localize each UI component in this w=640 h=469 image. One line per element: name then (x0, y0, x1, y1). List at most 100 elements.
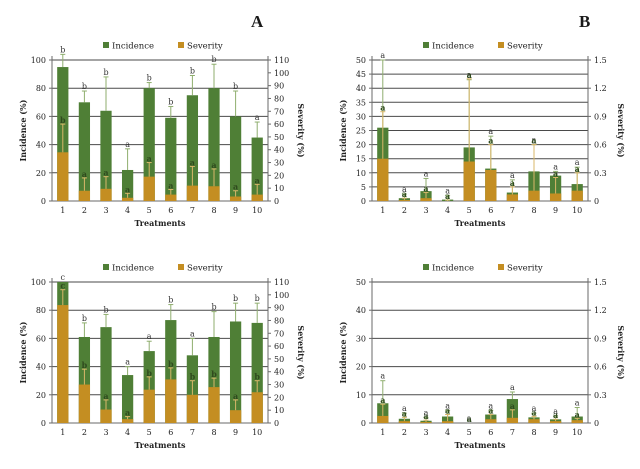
bar-severity (208, 186, 220, 201)
bar-incidence (251, 322, 263, 423)
x-tick-label: 1 (60, 428, 65, 437)
significance-letter-severity: a (190, 157, 195, 167)
y-tick-label-right: 0 (274, 197, 279, 206)
y-tick-label-right: 0.6 (594, 141, 607, 150)
y-tick-label-right: 70 (274, 329, 284, 338)
significance-letter-incidence: a (402, 404, 407, 413)
legend-swatch-incidence (423, 42, 429, 48)
bar-severity (398, 421, 411, 423)
bar-incidence (208, 88, 220, 201)
chart-b-bottom: Incidence Severity 0 10 20 30 40 50 0 0.3 0.6 0.9 1.… (338, 264, 626, 451)
y-axis-title-left: Incidence (%) (18, 99, 28, 161)
bar-group: aa 7 (506, 171, 519, 215)
significance-letter-incidence: a (424, 408, 429, 417)
x-tick-label: 3 (423, 206, 428, 215)
bar-incidence (100, 327, 112, 423)
significance-letter-severity: a (255, 175, 260, 185)
bar-group: b b 6 (165, 296, 177, 437)
bar-incidence (165, 117, 177, 201)
significance-letter-severity: a (488, 406, 493, 416)
y-tick-label-right: 20 (274, 393, 284, 402)
x-tick-label: 10 (252, 206, 262, 215)
y-axis-title-right: Severity (%) (616, 103, 626, 157)
y-tick-label-left: 40 (36, 141, 46, 150)
legend-swatch-severity (498, 264, 504, 270)
significance-letter-incidence: a (575, 158, 580, 167)
bar-severity (100, 409, 112, 423)
x-axis-title: Treatments (134, 218, 186, 228)
significance-letter-incidence: b (168, 98, 173, 107)
significance-letter-severity: a (402, 189, 407, 199)
y-tick-label-left: 15 (356, 155, 366, 164)
y-tick-label-right: 90 (274, 82, 284, 91)
y-tick-label-left: 50 (356, 56, 366, 65)
x-tick-label: 2 (82, 428, 87, 437)
x-tick-label: 4 (445, 206, 450, 215)
legend: Incidence Severity (423, 264, 543, 274)
bar-severity (57, 152, 69, 201)
y-tick-label-right: 0.9 (594, 112, 607, 121)
bar-group: b a 6 (165, 98, 177, 215)
significance-letter-incidence: a (147, 332, 152, 341)
bar-group: b a 3 (100, 305, 112, 437)
significance-letter-incidence: b (190, 67, 195, 76)
significance-letter-severity: a (467, 70, 472, 80)
x-axis-title: Treatments (134, 440, 186, 450)
significance-letter-incidence: b (60, 45, 65, 54)
bar-group: a a 4 (121, 358, 134, 437)
y-tick-label-right: 110 (274, 56, 289, 65)
bar-severity (549, 421, 562, 423)
y-tick-label-left: 20 (36, 169, 46, 178)
bar-group: a a 1 (377, 51, 389, 215)
bar-incidence (143, 88, 155, 201)
x-tick-label: 5 (147, 206, 152, 215)
legend-label-incidence: Incidence (432, 42, 474, 52)
bar-severity (100, 188, 112, 201)
significance-letter-severity: a (445, 191, 450, 201)
significance-letter-severity: b (60, 115, 66, 125)
significance-letter-severity: b (82, 360, 88, 370)
bar-group: b b 8 (208, 303, 220, 437)
bar-severity (549, 193, 562, 201)
y-axis-title-right: Severity (%) (616, 325, 626, 379)
y-tick-label-right: 100 (274, 69, 289, 78)
x-tick-label: 10 (572, 206, 582, 215)
y-tick-label-left: 100 (31, 56, 46, 65)
significance-letter-incidence: b (211, 303, 216, 312)
bar-incidence (100, 110, 112, 201)
y-tick-label-left: 30 (356, 334, 366, 343)
significance-letter-severity: a (488, 136, 493, 146)
x-tick-label: 2 (82, 206, 87, 215)
bar-severity (143, 176, 155, 201)
y-tick-label-right: 0.3 (594, 391, 607, 400)
y-tick-label-right: 40 (274, 368, 284, 377)
y-tick-label-right: 50 (274, 133, 284, 142)
y-tick-label-left: 40 (36, 363, 46, 372)
significance-letter-incidence: b (147, 74, 152, 83)
legend-label-severity: Severity (507, 42, 543, 52)
x-tick-label: 1 (60, 206, 65, 215)
chart-a-bottom: Incidence Severity 0 20 40 60 80 100 0 10 20 30 40 50… (18, 264, 306, 451)
significance-letter-severity: a (553, 169, 558, 179)
bar-group: aa 10 (571, 158, 583, 215)
y-tick-label-right: 0.3 (594, 169, 607, 178)
significance-letter-severity: b (254, 372, 260, 382)
legend-label-severity: Severity (187, 264, 223, 274)
bar-group: a a 4 (121, 140, 134, 215)
y-tick-label-right: 1.2 (594, 84, 607, 93)
bar-severity (571, 190, 583, 201)
x-tick-label: 3 (103, 206, 108, 215)
x-tick-label: 8 (211, 206, 216, 215)
significance-letter-incidence: a (488, 127, 493, 136)
significance-letter-severity: a (168, 180, 173, 190)
significance-letter-severity: a (380, 395, 385, 405)
y-tick-label-left: 80 (36, 306, 46, 315)
bar-group: b a 2 (78, 82, 91, 215)
significance-letter-incidence: a (510, 383, 515, 392)
significance-letter-incidence: a (125, 358, 130, 367)
x-tick-label: 2 (402, 428, 407, 437)
bar-group: aa 9 (549, 162, 562, 215)
x-tick-label: 8 (211, 428, 216, 437)
x-tick-label: 6 (168, 206, 173, 215)
bar-severity (78, 190, 91, 201)
